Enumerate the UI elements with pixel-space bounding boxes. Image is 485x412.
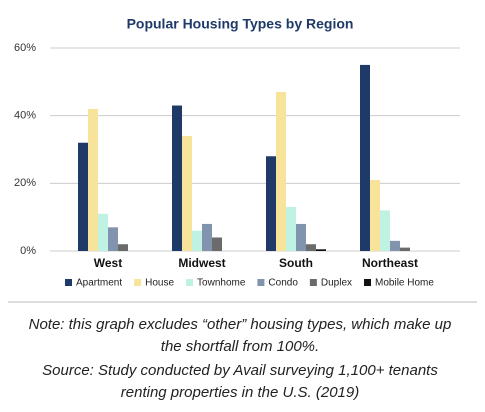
y-tick-label: 20% <box>14 177 36 189</box>
chart-title: Popular Housing Types by Region <box>127 16 354 32</box>
bar <box>370 179 380 251</box>
legend-label: Duplex <box>321 278 352 289</box>
legend-swatch <box>309 279 317 286</box>
bar <box>360 64 370 252</box>
bar <box>202 223 212 251</box>
bar <box>118 244 128 251</box>
bar <box>78 142 88 251</box>
x-tick-label: South <box>279 256 313 270</box>
caption-line: Note: this graph excludes “other” housin… <box>29 316 452 333</box>
bar <box>306 244 316 251</box>
x-tick-label: West <box>94 256 122 270</box>
bar <box>390 240 400 251</box>
legend-swatch <box>65 279 72 286</box>
bar <box>172 105 182 252</box>
legend-swatch <box>364 279 372 286</box>
legend-label: Mobile Home <box>375 278 434 289</box>
bar <box>182 135 192 251</box>
y-tick-label: 0% <box>20 245 36 257</box>
bar <box>108 227 118 251</box>
bar <box>286 207 296 251</box>
legend-label: Townhome <box>197 278 246 289</box>
bar <box>276 91 286 251</box>
caption-line: renting properties in the U.S. (2019) <box>121 384 359 401</box>
legend-label: Condo <box>268 278 298 289</box>
caption-line: Source: Study conducted by Avail surveyi… <box>42 362 438 379</box>
x-tick-label: Northeast <box>362 256 418 270</box>
legend-label: House <box>145 278 174 289</box>
bar <box>212 237 222 251</box>
legend-swatch <box>186 279 194 286</box>
bar <box>192 230 202 251</box>
bar <box>296 223 306 251</box>
legend-swatch <box>134 279 142 286</box>
caption-line: the shortfall from 100%. <box>161 338 319 355</box>
legend-label: Apartment <box>76 278 122 289</box>
bar <box>380 210 390 251</box>
bar <box>266 156 276 251</box>
x-tick-label: Midwest <box>178 256 225 270</box>
y-tick-label: 40% <box>14 110 36 122</box>
legend-swatch <box>257 279 265 286</box>
bar <box>400 247 410 251</box>
bar <box>88 108 98 252</box>
bar <box>98 213 108 251</box>
bar <box>316 249 326 251</box>
y-tick-label: 60% <box>14 42 36 54</box>
